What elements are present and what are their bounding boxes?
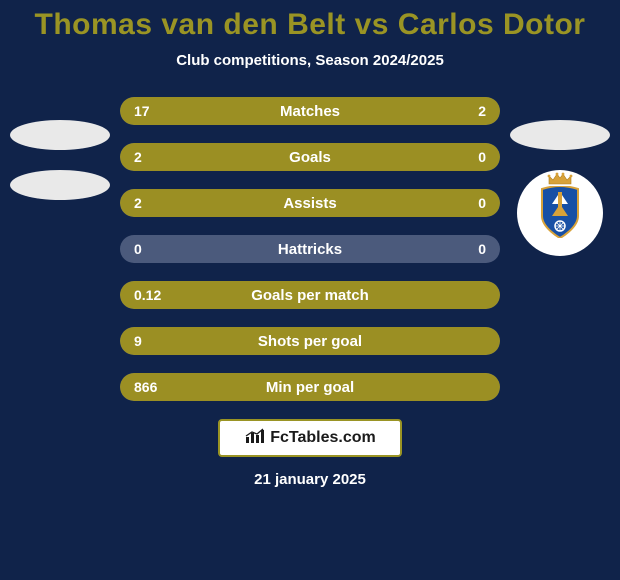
bar-value-left: 0 xyxy=(134,241,142,257)
bar-row: Shots per goal 9 xyxy=(120,327,500,355)
bar-value-right: 0 xyxy=(478,241,486,257)
real-oviedo-crest xyxy=(517,170,603,256)
bar-row: Assists 2 0 xyxy=(120,189,500,217)
bar-row: Hattricks 0 0 xyxy=(120,235,500,263)
page-title: Thomas van den Belt vs Carlos Dotor xyxy=(35,8,586,42)
player-left-ellipse-2 xyxy=(10,170,110,200)
bar-row: Matches 17 2 xyxy=(120,97,500,125)
bar-label: Hattricks xyxy=(278,241,342,258)
bar-value-right: 2 xyxy=(478,103,486,119)
content-wrapper: Thomas van den Belt vs Carlos Dotor Club… xyxy=(0,0,620,580)
bar-label: Goals xyxy=(289,149,331,166)
player-left-badges xyxy=(10,120,110,200)
shield-icon xyxy=(538,186,582,238)
comparison-bars: Matches172Goals20Assists20Hattricks00Goa… xyxy=(120,97,500,401)
page-subtitle: Club competitions, Season 2024/2025 xyxy=(176,52,444,69)
bar-row: Goals 2 0 xyxy=(120,143,500,171)
player-right-ellipse-1 xyxy=(510,120,610,150)
bar-row: Min per goal 866 xyxy=(120,373,500,401)
player-left-ellipse-1 xyxy=(10,120,110,150)
bar-label: Goals per match xyxy=(251,287,369,304)
fctables-badge[interactable]: FcTables.com xyxy=(218,419,402,457)
bar-fill-left xyxy=(120,97,405,125)
bar-row: Goals per match 0.12 xyxy=(120,281,500,309)
bar-value-left: 2 xyxy=(134,195,142,211)
bar-value-right: 0 xyxy=(478,149,486,165)
bar-value-left: 9 xyxy=(134,333,142,349)
bar-label: Assists xyxy=(283,195,336,212)
player-right-badges xyxy=(510,120,610,256)
bar-value-left: 0.12 xyxy=(134,287,161,303)
date-label: 21 january 2025 xyxy=(254,471,366,488)
chart-icon xyxy=(244,427,266,450)
bar-value-left: 17 xyxy=(134,103,150,119)
bar-label: Min per goal xyxy=(266,379,354,396)
bar-value-left: 2 xyxy=(134,149,142,165)
bar-value-left: 866 xyxy=(134,379,157,395)
bar-label: Matches xyxy=(280,103,340,120)
fctables-label: FcTables.com xyxy=(270,429,376,447)
bar-value-right: 0 xyxy=(478,195,486,211)
bar-label: Shots per goal xyxy=(258,333,362,350)
